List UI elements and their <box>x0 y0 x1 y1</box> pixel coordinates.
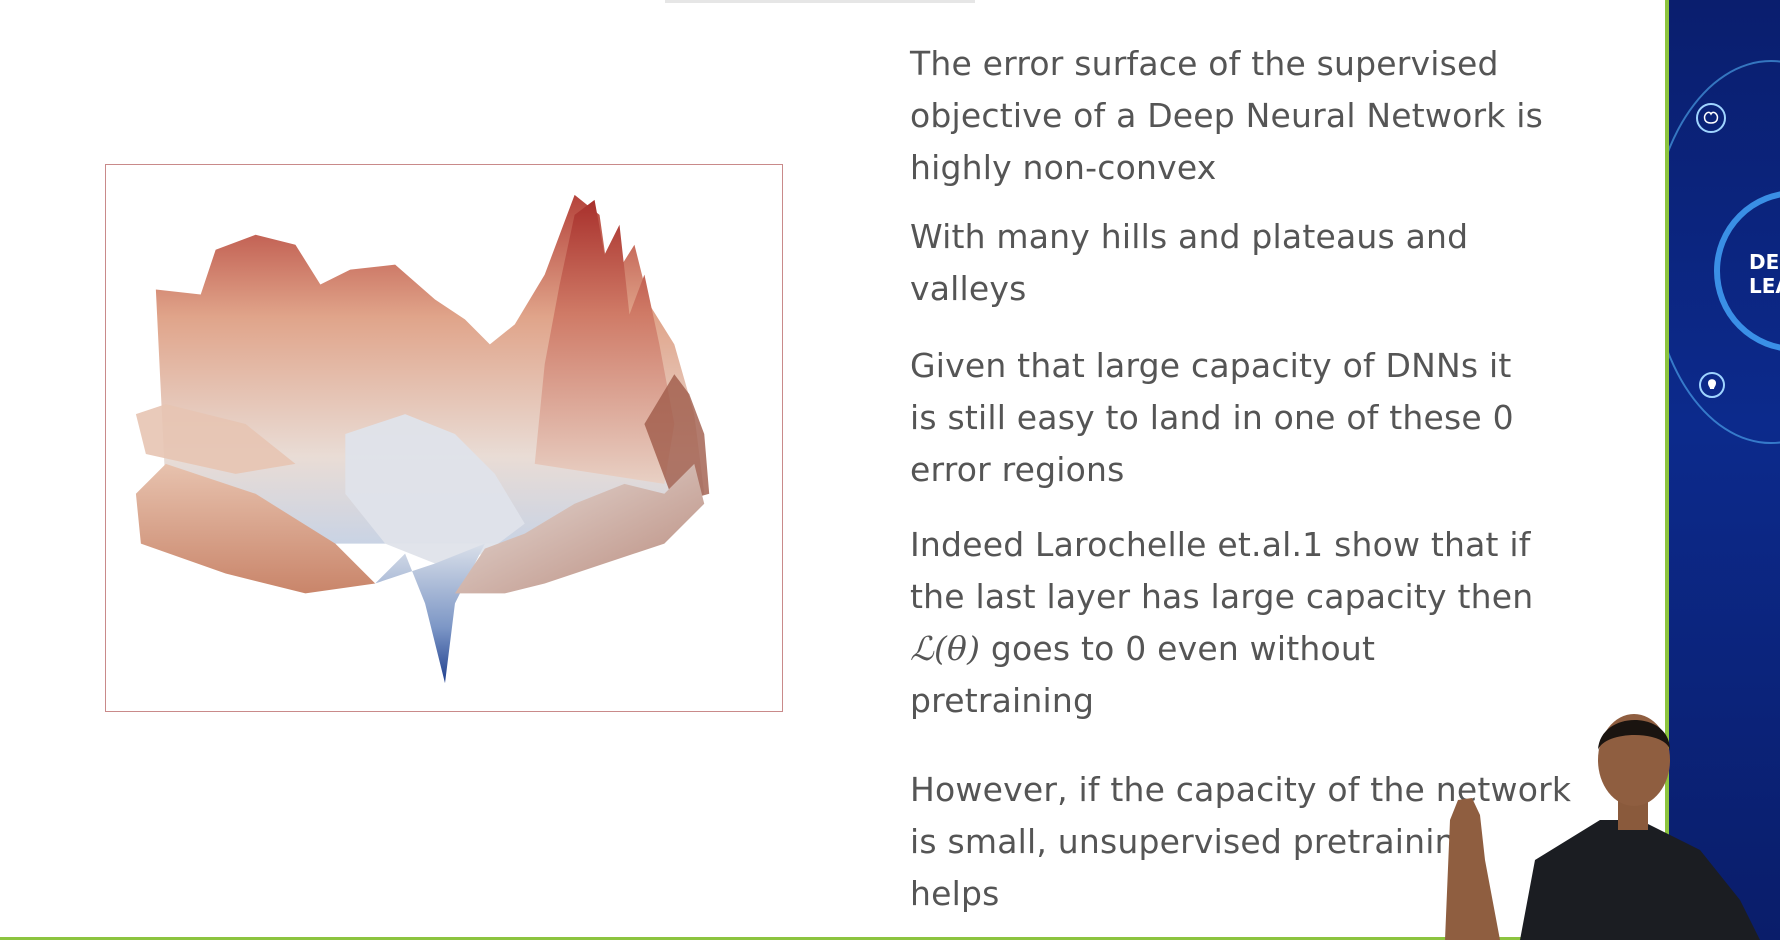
bullet-1-line-2: objective of a Deep Neural Network is <box>910 96 1544 135</box>
lightbulb-icon <box>1699 372 1725 398</box>
presenter-hand <box>1445 798 1500 940</box>
bullet-3-line-1: Given that large capacity of DNNs it <box>910 346 1512 385</box>
bullet-3-line-3: error regions <box>910 450 1125 489</box>
bullet-3-line-2: is still easy to land in one of these 0 <box>910 398 1514 437</box>
surface-valley <box>375 543 485 684</box>
slide: The error surface of the supervised obje… <box>105 0 1571 920</box>
top-rule <box>665 0 975 3</box>
bullet-2: With many hills and plateaus and valleys <box>910 211 1468 315</box>
bullet-4-line-4: pretraining <box>910 681 1095 720</box>
bullet-4-line-3-tail: goes to 0 even without <box>990 629 1376 668</box>
surface-shelf <box>135 404 296 474</box>
bullet-1-line-3: highly non-convex <box>910 148 1217 187</box>
brain-icon <box>1696 103 1726 133</box>
bullet-1: The error surface of the supervised obje… <box>910 38 1543 194</box>
error-surface-plot <box>135 194 710 684</box>
presenter-hair <box>1598 720 1670 750</box>
bullet-3: Given that large capacity of DNNs it is … <box>910 340 1514 496</box>
bullet-4-line-3: ℒ(θ) goes to 0 even without <box>910 623 1533 675</box>
bullet-5: However, if the capacity of the network … <box>910 764 1571 920</box>
error-surface-figure <box>105 164 783 712</box>
course-logo-text: DEEP LEARN <box>1749 250 1780 298</box>
bullet-1-line-1: The error surface of the supervised <box>910 44 1499 83</box>
bullet-5-line-3: helps <box>910 874 1000 913</box>
loss-symbol: ℒ(θ) <box>910 629 981 668</box>
bullet-2-line-1: With many hills and plateaus and <box>910 217 1469 256</box>
surface-peak <box>534 199 675 484</box>
bottom-accent-band <box>0 937 1665 940</box>
bullet-2-line-2: valleys <box>910 269 1027 308</box>
course-side-panel: DEEP LEARN <box>1665 0 1780 940</box>
bullet-4: Indeed Larochelle et.al.1 show that if t… <box>910 519 1533 727</box>
logo-line-2: LEARN <box>1749 274 1780 298</box>
person-presenter <box>1445 714 1760 940</box>
surface-front-right <box>454 463 705 594</box>
presenter-shirt <box>1520 820 1760 940</box>
logo-line-1: DEEP <box>1749 250 1780 274</box>
bullet-4-line-2: the last layer has large capacity then <box>910 577 1534 616</box>
bullet-5-line-2: is small, unsupervised pretraining <box>910 822 1477 861</box>
presenter-video <box>1440 700 1780 940</box>
bullet-4-line-1: Indeed Larochelle et.al.1 show that if <box>910 525 1531 564</box>
surface-front-left <box>135 463 376 594</box>
surface-plateau <box>345 414 525 564</box>
